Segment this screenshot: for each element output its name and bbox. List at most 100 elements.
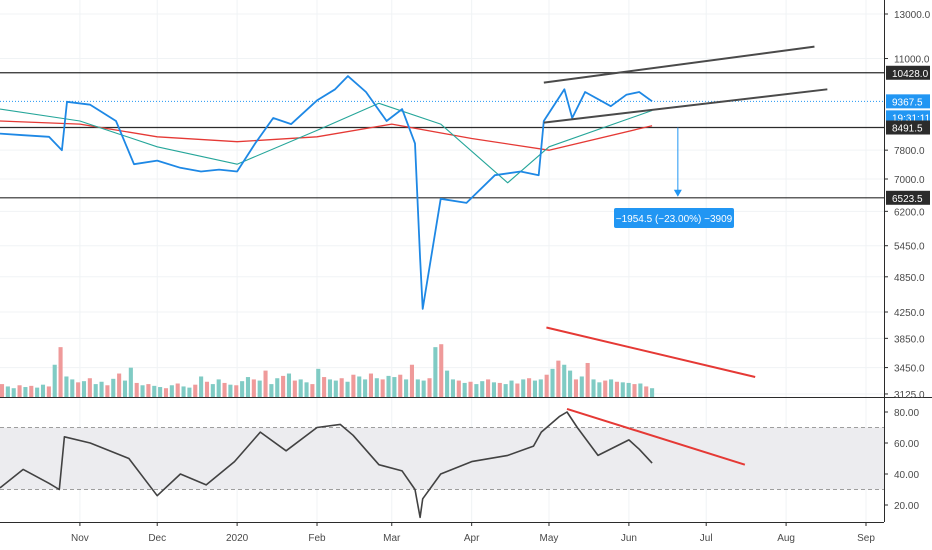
volume-bar	[556, 360, 561, 397]
volume-bar	[281, 375, 286, 397]
volume-bar	[357, 376, 362, 397]
price-axis-label: 3450.0	[894, 364, 925, 375]
volume-bar	[579, 376, 584, 397]
volume-bar	[122, 380, 128, 397]
volume-bar	[480, 381, 485, 397]
volume-bar	[322, 377, 327, 397]
volume-bar	[333, 380, 338, 397]
price-axis-label: 7800.0	[894, 146, 925, 157]
volume-bar	[339, 378, 344, 397]
measure-label-box[interactable]	[614, 208, 734, 228]
volume-bar	[544, 374, 549, 397]
measure-arrow-head	[673, 189, 682, 197]
volume-bar	[316, 368, 321, 397]
volume-bar	[163, 388, 169, 397]
volume-bar	[409, 364, 415, 397]
volume-bar	[11, 388, 16, 397]
volume-bar	[199, 376, 204, 397]
countdown-tag: 19:31:11	[892, 113, 931, 124]
volume-bar	[515, 383, 520, 397]
volume-bar	[128, 367, 133, 397]
time-axis-label: Dec	[148, 533, 166, 544]
volume-bar	[374, 378, 379, 397]
volume-bar	[603, 380, 608, 397]
channel-upper-trendline[interactable]	[543, 45, 815, 84]
volume-bar	[251, 379, 256, 397]
volume-bar	[105, 385, 110, 397]
volume-bar	[398, 374, 403, 397]
volume-bar	[626, 382, 631, 397]
volume-bar	[345, 381, 350, 397]
volume-bar	[222, 382, 227, 397]
support-low-price-tag-bg	[886, 190, 930, 205]
volume-bar	[527, 378, 532, 397]
volume-bar	[433, 347, 438, 397]
volume-bar	[609, 379, 614, 397]
time-axis-label: Aug	[777, 533, 795, 544]
volume-bar	[532, 380, 537, 397]
volume-bar	[597, 382, 602, 397]
volume-divergence-trendline[interactable]	[546, 326, 756, 378]
volume-bar	[327, 379, 333, 397]
volume-bar	[134, 382, 139, 397]
oscillator-divergence-trendline[interactable]	[566, 407, 746, 466]
volume-bar	[404, 379, 409, 397]
support-mid-price-tag: 8491.5	[892, 124, 923, 135]
volume-bar	[363, 379, 368, 397]
volume-bar	[503, 384, 508, 397]
volume-bar	[35, 387, 40, 397]
channel-lower-trendline[interactable]	[543, 88, 828, 124]
oscillator-band	[0, 427, 884, 490]
volume-bar	[351, 374, 356, 397]
volume-bar	[474, 384, 479, 397]
oscillator-axis-label: 20.00	[894, 501, 919, 512]
volume-bar	[0, 384, 5, 397]
volume-bar	[187, 387, 192, 397]
volume-bar	[386, 375, 391, 397]
volume-bar	[550, 368, 555, 397]
volume-bar	[81, 381, 87, 397]
price-line[interactable]	[0, 75, 653, 310]
time-axis-label: 2020	[226, 533, 249, 544]
volume-bar	[392, 377, 397, 397]
time-axis-label: Jun	[621, 533, 637, 544]
time-axis-label: Feb	[308, 533, 326, 544]
volume-bar	[486, 379, 491, 397]
volume-bar	[286, 373, 292, 397]
volume-bar	[445, 370, 450, 397]
oscillator-line[interactable]	[0, 411, 653, 519]
volume-bar	[152, 385, 157, 397]
measure-label: −1954.5 (−23.00%) −3909	[616, 214, 733, 225]
time-axis-label: Apr	[464, 533, 480, 544]
volume-bar	[614, 381, 619, 397]
volume-bar	[5, 386, 10, 397]
volume-bar	[40, 384, 46, 397]
volume-bar	[421, 380, 426, 397]
price-axis-label: 5450.0	[894, 242, 925, 253]
volume-bar	[310, 384, 315, 397]
volume-bar	[117, 373, 122, 397]
volume-bar	[29, 385, 34, 397]
time-axis-label: Jul	[700, 533, 713, 544]
volume-bar	[93, 384, 98, 397]
volume-bar	[257, 380, 262, 397]
volume-bar	[245, 377, 251, 397]
volume-bar	[380, 379, 385, 397]
moving-average-long-line[interactable]	[0, 120, 653, 151]
resistance-price-tag-bg	[886, 65, 930, 80]
volume-bar	[468, 381, 473, 397]
price-axis-panel	[884, 0, 932, 550]
price-axis-label: 4250.0	[894, 308, 925, 319]
time-axis-label: May	[540, 533, 559, 544]
moving-average-short-line[interactable]	[0, 102, 653, 184]
time-axis-label: Mar	[383, 533, 401, 544]
volume-bar	[204, 381, 210, 397]
volume-bar	[497, 382, 502, 397]
resistance-price-tag: 10428.0	[892, 69, 929, 80]
volume-bar	[240, 381, 245, 397]
price-axis-label: 13000.0	[894, 10, 931, 21]
volume-bar	[76, 382, 81, 397]
volume-bar	[175, 383, 180, 397]
